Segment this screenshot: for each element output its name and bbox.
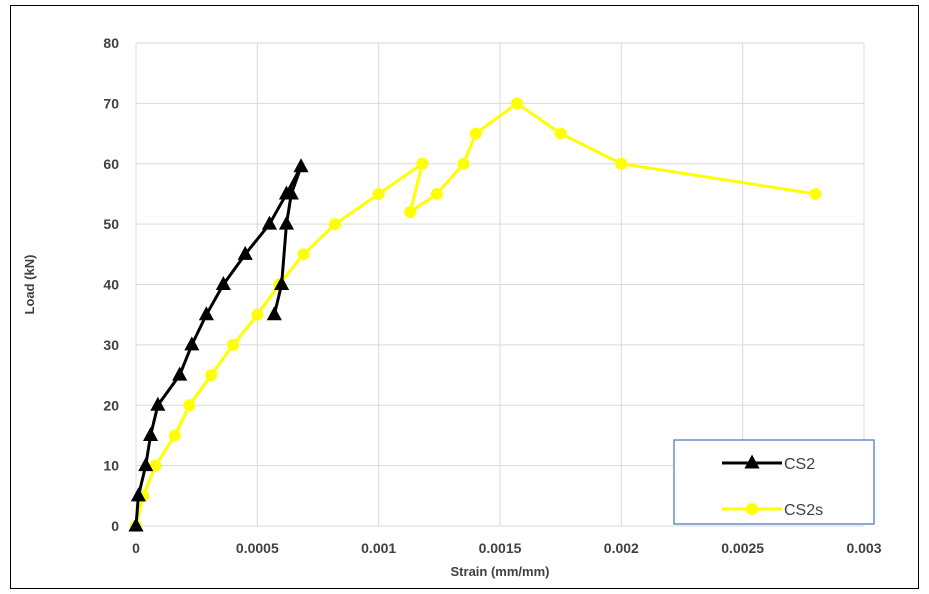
data-point-cs2s <box>469 127 482 140</box>
legend-label-cs2: CS2 <box>784 456 815 473</box>
y-tick-label: 70 <box>103 95 119 111</box>
data-point-cs2s <box>168 429 181 442</box>
data-point-cs2s <box>205 369 218 382</box>
x-tick-label: 0.003 <box>846 540 881 556</box>
data-point-cs2s <box>328 218 341 231</box>
x-axis-title: Strain (mm/mm) <box>451 564 550 579</box>
y-tick-label: 40 <box>103 277 119 293</box>
data-point-cs2 <box>278 215 295 230</box>
y-tick-label: 50 <box>103 216 119 232</box>
x-tick-labels: 0 0.0005 0.001 0.0015 0.002 0.0025 0.003 <box>132 540 882 556</box>
data-point-cs2 <box>293 158 309 173</box>
data-point-cs2s <box>297 248 310 261</box>
data-point-cs2 <box>150 396 166 411</box>
data-point-cs2 <box>143 426 159 441</box>
x-tick-label: 0.001 <box>361 540 396 556</box>
x-tick-label: 0.0015 <box>479 540 522 556</box>
legend-marker-cs2 <box>744 454 760 469</box>
legend: CS2 CS2s <box>673 439 875 525</box>
series-line-cs2 <box>134 165 303 528</box>
x-tick-label: 0.0025 <box>721 540 764 556</box>
series-cs2 <box>128 158 309 532</box>
data-point-cs2 <box>237 245 253 260</box>
data-point-cs2 <box>198 306 214 321</box>
data-point-cs2 <box>172 366 188 381</box>
y-tick-label: 20 <box>103 397 119 413</box>
y-tick-label: 10 <box>103 458 119 474</box>
data-point-cs2s <box>372 187 385 200</box>
data-point-cs2 <box>184 336 200 351</box>
data-point-cs2 <box>266 306 282 321</box>
data-point-cs2s <box>251 308 264 321</box>
axes <box>135 43 864 527</box>
data-point-cs2 <box>138 457 154 472</box>
series-group <box>128 97 822 532</box>
data-point-cs2s <box>183 399 196 412</box>
y-axis-title: Load (kN) <box>22 255 37 315</box>
data-point-cs2 <box>283 185 299 200</box>
data-point-cs2 <box>128 517 144 532</box>
legend-label-cs2s: CS2s <box>784 502 823 519</box>
legend-item-cs2: CS2 <box>722 454 815 473</box>
data-point-cs2s <box>430 187 443 200</box>
data-point-cs2s <box>457 157 470 170</box>
y-tick-label: 80 <box>103 35 119 51</box>
data-point-cs2s <box>615 157 628 170</box>
data-point-cs2s <box>554 127 567 140</box>
x-tick-label: 0.002 <box>604 540 639 556</box>
data-point-cs2s <box>416 157 429 170</box>
y-tick-label: 60 <box>103 156 119 172</box>
y-tick-label: 0 <box>111 518 119 534</box>
data-point-cs2s <box>809 187 822 200</box>
data-point-cs2s <box>227 338 240 351</box>
data-point-cs2 <box>130 487 146 502</box>
legend-item-cs2s: CS2s <box>722 502 823 519</box>
x-tick-label: 0 <box>132 540 140 556</box>
data-point-cs2 <box>215 276 231 291</box>
data-point-cs2s <box>510 97 523 110</box>
y-tick-label: 30 <box>103 337 119 353</box>
data-point-cs2 <box>261 215 278 230</box>
data-point-cs2s <box>404 206 417 219</box>
data-point-cs2 <box>274 276 290 291</box>
x-tick-label: 0.0005 <box>236 540 279 556</box>
legend-box <box>673 439 875 525</box>
y-tick-labels: 0 10 20 30 40 50 60 70 80 <box>103 35 119 534</box>
legend-marker-cs2s <box>746 503 758 515</box>
